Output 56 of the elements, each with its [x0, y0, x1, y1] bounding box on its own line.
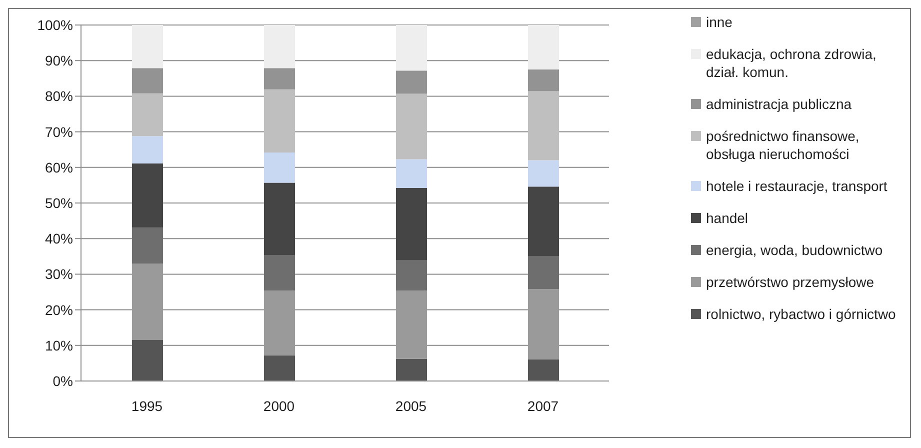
bar — [396, 188, 427, 260]
bar — [132, 228, 163, 264]
x-tick-label: 1995 — [131, 398, 163, 414]
y-tick-label: 0% — [52, 372, 73, 389]
y-tick-label: 20% — [44, 302, 73, 318]
bar — [264, 152, 295, 183]
bar — [132, 340, 163, 381]
bar — [528, 186, 559, 256]
y-tick-label: 50% — [44, 194, 73, 211]
bar — [528, 25, 559, 70]
y-tick-label: 40% — [44, 230, 73, 247]
bar — [264, 25, 295, 68]
y-tick-label: 60% — [44, 159, 73, 176]
y-tick-label: 80% — [44, 88, 73, 104]
x-tick-label: 2005 — [395, 398, 427, 414]
bar — [528, 91, 559, 160]
bar — [264, 254, 295, 291]
bar — [264, 290, 295, 356]
legend-label: pośrednictwo finansowe, obsługa nieruchomości — [706, 127, 860, 163]
bar — [396, 358, 427, 381]
bar — [528, 160, 559, 187]
bar — [528, 359, 559, 381]
bar — [132, 264, 163, 340]
x-tick-label: 2000 — [263, 398, 295, 414]
bar — [132, 163, 163, 228]
bar — [396, 290, 427, 359]
bar — [528, 256, 559, 290]
y-tick-label: 30% — [44, 266, 73, 282]
bar — [264, 355, 295, 381]
bar — [396, 25, 427, 71]
legend-label: energia, woda, budownictwo — [706, 241, 883, 259]
y-tick-label: 70% — [44, 124, 73, 140]
bar — [528, 70, 559, 92]
bar — [396, 70, 427, 94]
bar — [132, 136, 163, 164]
bar — [528, 289, 559, 360]
bar — [264, 89, 295, 152]
legend-label: rolnictwo, rybactwo i górnictwo — [706, 305, 896, 323]
y-tick-label: 100% — [37, 16, 73, 33]
bar — [132, 93, 163, 136]
bar — [396, 159, 427, 188]
legend-label: inne — [706, 13, 732, 31]
bar — [396, 260, 427, 291]
bar — [132, 68, 163, 94]
legend-label: edukacja, ochrona zdrowia, dział. komun. — [706, 45, 878, 81]
legend-label: handel — [706, 209, 748, 227]
y-tick-label: 10% — [44, 337, 73, 354]
legend-label: administracja publiczna — [706, 95, 852, 113]
bar — [264, 68, 295, 90]
bar — [132, 25, 163, 68]
legend-label: przetwórstwo przemysłowe — [706, 273, 874, 291]
legend-label: hotele i restauracje, transport — [706, 177, 888, 195]
x-tick-label: 2007 — [527, 398, 559, 414]
bar — [396, 94, 427, 160]
bar — [264, 182, 295, 255]
y-tick-label: 90% — [44, 52, 73, 69]
